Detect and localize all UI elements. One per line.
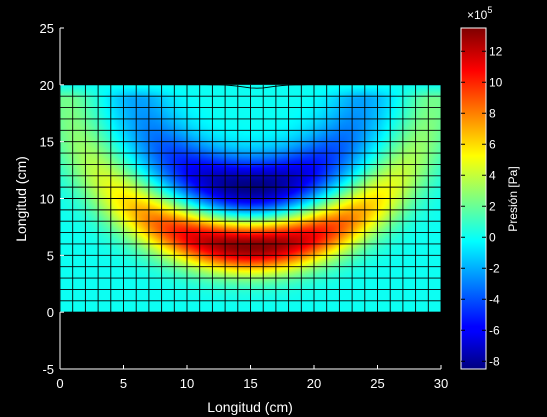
x-axis-ticks: 0 5 10 15 20 25 30 (56, 365, 448, 391)
y-axis-label: Longitud (cm) (13, 156, 29, 242)
colorbar-label: Presión [Pa] (506, 166, 520, 231)
colorbar-tick-label: 2 (489, 199, 496, 213)
colorbar-exponent-base: ×10 (467, 8, 488, 22)
y-tick-label: 5 (47, 248, 54, 263)
colorbar-tick-label: 8 (489, 106, 496, 120)
colorbar-exponent-power: 5 (487, 5, 492, 15)
y-tick-label: 0 (47, 305, 54, 320)
colorbar-tick-label: 10 (489, 75, 503, 89)
x-tick-label: 15 (243, 376, 257, 391)
x-tick-label: 20 (307, 376, 321, 391)
colorbar-ticks: -8 -6 -4 -2 0 2 4 6 8 10 12 (461, 44, 503, 368)
y-tick-label: 25 (40, 21, 54, 36)
colorbar-tick-label: -6 (489, 323, 500, 337)
colorbar (460, 27, 487, 370)
x-tick-label: 0 (56, 376, 63, 391)
x-tick-label: 5 (120, 376, 127, 391)
x-tick-label: 30 (434, 376, 448, 391)
colorbar-exponent: ×105 (467, 5, 492, 22)
y-tick-label: 10 (40, 192, 54, 207)
x-tick-label: 25 (370, 376, 384, 391)
y-tick-label: -5 (42, 362, 54, 377)
colorbar-tick-label: -2 (489, 261, 500, 275)
mesh-surface-line (60, 84, 441, 89)
colorbar-tick-label: -4 (489, 292, 500, 306)
mesh-grid (59, 84, 442, 313)
colorbar-tick-label: 12 (489, 44, 503, 58)
y-tick-label: 20 (40, 78, 54, 93)
y-axis-ticks: -5 0 5 10 15 20 25 (40, 21, 64, 377)
x-tick-label: 10 (180, 376, 194, 391)
colorbar-tick-label: -8 (489, 354, 500, 368)
colorbar-tick-label: 6 (489, 137, 496, 151)
colorbar-tick-label: 0 (489, 230, 496, 244)
colorbar-tick-label: 4 (489, 168, 496, 182)
y-tick-label: 15 (40, 135, 54, 150)
x-axis-label: Longitud (cm) (207, 399, 293, 415)
